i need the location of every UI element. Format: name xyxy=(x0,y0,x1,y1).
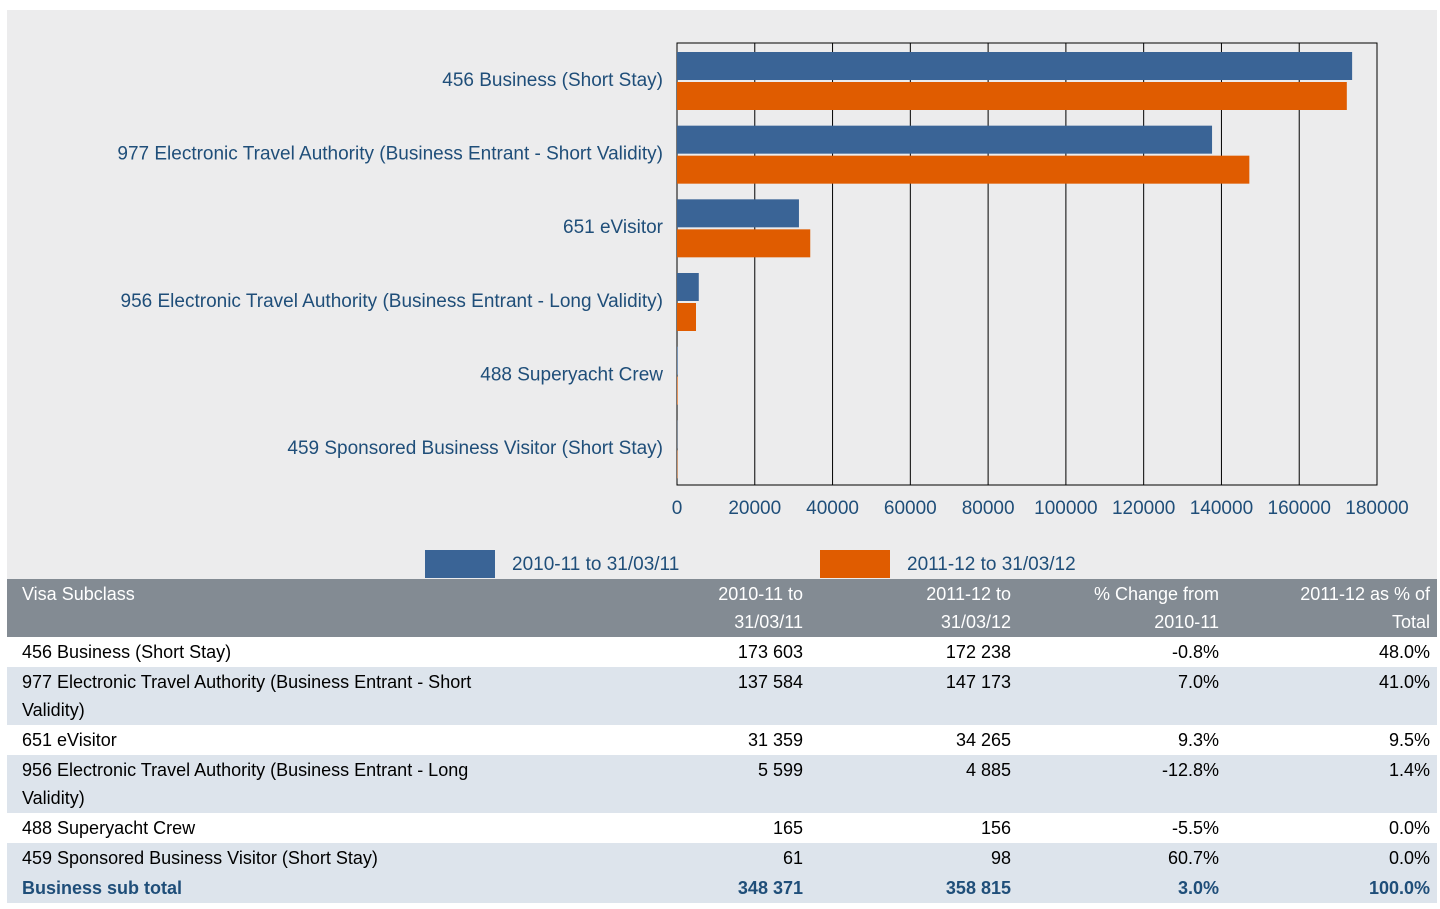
table-cell: 172 238 xyxy=(945,642,1011,662)
table-cell: 0.0% xyxy=(1388,818,1430,838)
category-label: 488 Superyacht Crew xyxy=(480,365,663,386)
legend-label: 2010-11 to 31/03/11 xyxy=(512,554,679,575)
total-cell: 348 371 xyxy=(520,873,810,903)
table-cell: 1.4% xyxy=(1226,755,1437,813)
table-cell: 459 Sponsored Business Visitor (Short St… xyxy=(7,843,520,873)
total-cell: Business sub total xyxy=(7,873,520,903)
x-tick-label: 140000 xyxy=(1190,498,1253,519)
table-cell: 4 885 xyxy=(810,755,1018,813)
table-cell: 156 xyxy=(980,818,1011,838)
header-text: % Change from 2010-11 xyxy=(1093,584,1219,632)
table-cell: -0.8% xyxy=(1171,642,1219,662)
table-cell: 31 359 xyxy=(747,730,803,750)
table-cell: 956 Electronic Travel Authority (Busines… xyxy=(7,755,520,813)
legend-swatch xyxy=(820,550,890,578)
table-row: 456 Business (Short Stay) 173 603 172 238 -… xyxy=(7,637,1437,667)
header-cell: 2011-12 to 31/03/12 xyxy=(810,579,1018,637)
x-tick-label: 0 xyxy=(672,498,683,519)
bar xyxy=(677,155,1250,184)
header-cell: % Change from 2010-11 xyxy=(1018,579,1226,637)
total-cell: 100.0% xyxy=(1226,873,1437,903)
table-cell: 137 584 xyxy=(520,667,810,725)
table-row: 488 Superyacht Crew 165 156 -5.5% 0.0% xyxy=(7,813,1437,843)
bar xyxy=(677,273,699,301)
table-row: 956 Electronic Travel Authority (Busines… xyxy=(7,755,1437,813)
legend-label: 2011-12 to 31/03/12 xyxy=(907,554,1076,575)
bar xyxy=(677,376,678,405)
category-label: 456 Business (Short Stay) xyxy=(442,70,663,91)
table-cell: 98 xyxy=(810,843,1018,873)
header-cell: 2011-12 as % of Total xyxy=(1226,579,1437,637)
bar xyxy=(677,52,1353,80)
table-cell: 61 xyxy=(520,843,810,873)
table-cell: 173 603 xyxy=(737,642,803,662)
table-cell: 41.0% xyxy=(1226,667,1437,725)
header-cell: Visa Subclass xyxy=(7,579,520,637)
bar xyxy=(677,199,799,228)
x-tick-label: 160000 xyxy=(1268,498,1331,519)
total-cell: 358 815 xyxy=(810,873,1018,903)
x-tick-label: 180000 xyxy=(1345,498,1408,519)
table-cell: 34 265 xyxy=(955,730,1011,750)
bar xyxy=(677,346,678,375)
table-cell: 9.5% xyxy=(1388,730,1430,750)
table-cell: 488 Superyacht Crew xyxy=(22,818,196,838)
table-cell: 60.7% xyxy=(1018,843,1226,873)
chart: 0 20000 40000 60000 80000 100000 120000 140000 1… xyxy=(7,10,1437,579)
table-cell: -12.8% xyxy=(1018,755,1226,813)
table-cell: 456 Business (Short Stay) xyxy=(22,642,232,662)
table-cell: 651 eVisitor xyxy=(22,730,117,750)
data-table: Visa Subclass 2010-11 to 31/03/11 2011-12 … xyxy=(7,579,1437,903)
table-row: 651 eVisitor 31 359 34 265 9.3% 9.5% xyxy=(7,725,1437,755)
legend-swatch xyxy=(425,550,495,578)
category-label: 956 Electronic Travel Authority (Busines… xyxy=(121,291,663,312)
table-cell: 48.0% xyxy=(1378,642,1430,662)
table-cell: 0.0% xyxy=(1226,843,1437,873)
bar xyxy=(677,82,1347,110)
total-row: Business sub total 348 371 358 815 3.0% 100.… xyxy=(7,873,1437,903)
table-header: Visa Subclass 2010-11 to 31/03/11 2011-12 … xyxy=(7,579,1437,637)
header-text: 2010-11 to 31/03/11 xyxy=(718,584,803,632)
header-text: 2011-12 to 31/03/12 xyxy=(926,584,1011,632)
table-row: 977 Electronic Travel Authority (Busines… xyxy=(7,667,1437,725)
x-tick-label: 120000 xyxy=(1112,498,1175,519)
bar xyxy=(677,303,696,331)
table-cell: 165 xyxy=(772,818,803,838)
bar xyxy=(677,229,811,258)
header-text: Visa Subclass xyxy=(22,584,135,604)
table-cell: 5 599 xyxy=(520,755,810,813)
table-cell: 977 Electronic Travel Authority (Busines… xyxy=(7,667,520,725)
x-tick-label: 80000 xyxy=(962,498,1015,519)
total-cell: 3.0% xyxy=(1018,873,1226,903)
bar xyxy=(677,125,1213,154)
table-cell: 9.3% xyxy=(1177,730,1219,750)
header-text: 2011-12 as % of Total xyxy=(1300,584,1430,632)
x-tick-label: 20000 xyxy=(728,498,781,519)
x-tick-label: 40000 xyxy=(806,498,859,519)
table-cell: 7.0% xyxy=(1018,667,1226,725)
x-tick-label: 100000 xyxy=(1034,498,1097,519)
table-cell: 147 173 xyxy=(810,667,1018,725)
header-cell: 2010-11 to 31/03/11 xyxy=(520,579,810,637)
table-row: 459 Sponsored Business Visitor (Short St… xyxy=(7,843,1437,873)
x-tick-label: 60000 xyxy=(884,498,937,519)
category-label: 459 Sponsored Business Visitor (Short St… xyxy=(287,438,663,459)
category-label: 977 Electronic Travel Authority (Busines… xyxy=(117,144,663,165)
category-label: 651 eVisitor xyxy=(563,217,664,238)
table-cell: -5.5% xyxy=(1171,818,1219,838)
